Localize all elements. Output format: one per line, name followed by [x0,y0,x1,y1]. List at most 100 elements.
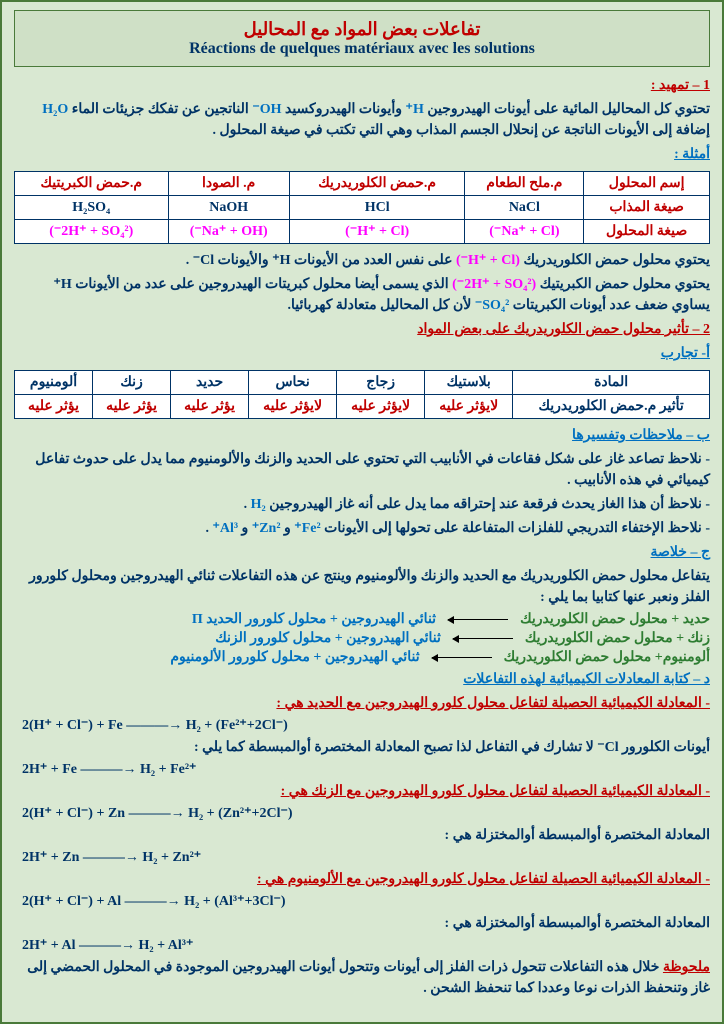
text: على نفس العدد من الأيونات [290,253,452,268]
cell: يؤثر عليه [93,395,171,419]
th-h2so4: م.حمض الكبريتيك [15,172,169,196]
th-iron: حديد [171,371,249,395]
text: لا تشارك في التفاعل لذا تصبح المعادلة ال… [194,740,594,755]
formula: (2H⁺ + SO₄²⁻) [452,277,536,292]
products: ثنائي الهيدروجين + محلول كلورور الحديد Π [192,611,436,628]
cell: H₂SO₄ [15,196,169,220]
arrow-icon [453,638,513,639]
formula: H⁺ [53,277,71,292]
text: . [186,253,190,268]
note-label: ملحوظة [663,960,710,975]
th-alu: ألومنيوم [15,371,93,395]
reactants: ألومنيوم+ محلول حمض الكلوريدريك [504,649,710,666]
para-hcl: يحتوي محلول حمض الكلوريدريك (H⁺ + Cl⁻) ع… [14,250,710,271]
th-hcl: م.حمض الكلوريدريك [289,172,465,196]
formula: Cl⁻ [193,253,214,268]
eq1-title: - المعادلة الكيميائية الحصيلة لتفاعل محل… [276,696,710,711]
th-naoh: م. الصودا [168,172,289,196]
table-row: صيغة المذاب NaCl HCl NaOH H₂SO₄ [15,196,710,220]
title-block: تفاعلات بعض المواد مع المحاليل Réactions… [14,10,710,67]
formula: (H⁺ + Cl⁻) [456,253,520,268]
formula-fe: Fe²⁺ [294,521,320,536]
formula-oh: OH⁻ [252,102,281,117]
formula: Cl⁻ [597,740,618,755]
text: يحتوي محلول حمض الكبريتيك [540,277,710,292]
formula: H⁺ [272,253,290,268]
formula-h: H⁺ [406,102,424,117]
cell: لايؤثر عليه [425,395,513,419]
text: و [284,521,291,536]
text: يساوي ضعف عدد أيونات الكبريتات [513,298,710,313]
table-row: إسم المحلول م.ملح الطعام م.حمض الكلوريدر… [15,172,710,196]
formula: SO₄²⁻ [475,298,509,313]
cell: يؤثر عليه [15,395,93,419]
products: ثنائي الهيدروجين + محلول كلورور الألومني… [170,649,419,666]
row-label: صيغة المحلول [584,220,710,244]
table-row: تأثير م.حمض الكلوريدريك لايؤثر عليه لايؤ… [15,395,710,419]
arrow-icon [448,619,508,620]
eq3-title: - المعادلة الكيميائية الحصيلة لتفاعل محل… [257,872,710,887]
text: . [205,521,209,536]
title-fr: Réactions de quelques matériaux avec les… [23,40,701,58]
obs-1: - نلاحظ تصاعد غاز على شكل فقاعات في الأن… [14,449,710,491]
section-1-heading: 1 – تمهيد : [14,75,710,96]
cell: (H⁺ + Cl⁻) [289,220,465,244]
examples-label: أمثلة : [674,147,710,162]
eq1: 2(H⁺ + Cl⁻) + Fe ———→ H₂ + (Fe²⁺+2Cl⁻) [22,717,710,734]
text: أيونات الكلورور [622,740,710,755]
eq1-short: 2H⁺ + Fe ———→ H₂ + Fe²⁺ [22,761,710,778]
formula-h2o: H₂O [42,102,68,117]
table-experiments: المادة بلاستيك زجاج نحاس حديد زنك ألومني… [14,370,710,419]
cell: لايؤثر عليه [249,395,337,419]
eq2-note: المعادلة المختصرة أوالمبسطة أوالمختزلة ه… [14,825,710,846]
section-2b: ب – ملاحظات وتفسيرها [572,428,710,443]
eq2: 2(H⁺ + Cl⁻) + Zn ———→ H₂ + (Zn²⁺+2Cl⁻) [22,805,710,822]
th-plastic: بلاستيك [425,371,513,395]
table-solutions: إسم المحلول م.ملح الطعام م.حمض الكلوريدر… [14,171,710,244]
eq1-note: أيونات الكلورور Cl⁻ لا تشارك في التفاعل … [14,737,710,758]
th-material: المادة [513,371,710,395]
cell: يؤثر عليه [171,395,249,419]
para-h2so4: يحتوي محلول حمض الكبريتيك (2H⁺ + SO₄²⁻) … [14,274,710,316]
arrow-icon [432,657,492,658]
th-glass: زجاج [337,371,425,395]
reactants: زنك + محلول حمض الكلوريدريك [525,630,710,647]
final-note: ملحوظة خلال هذه التفاعلات تتحول ذرات الف… [14,957,710,999]
section-2c: ج – خلاصة [651,545,710,560]
text: إضافة إلى الأيونات الناتجة عن إنحلال الج… [212,123,710,138]
formula-al: Al³⁺ [212,521,238,536]
cell: HCl [289,196,465,220]
text: يحتوي محلول حمض الكلوريدريك [523,253,710,268]
text: الذي يسمى أيضا محلول كبريتات الهيدروجين … [75,277,448,292]
cell: (2H⁺ + SO₄²⁻) [15,220,169,244]
th-copper: نحاس [249,371,337,395]
obs-3: - نلاحظ الإختفاء التدريجي للفلزات المتفا… [14,518,710,539]
cell: NaCl [465,196,584,220]
eq3: 2(H⁺ + Cl⁻) + Al ———→ H₂ + (Al³⁺+3Cl⁻) [22,893,710,910]
reactants: حديد + محلول حمض الكلوريدريك [520,611,710,628]
text: والأيونات [218,253,269,268]
section-2-heading: 2 – تأثير محلول حمض الكلوريدريك على بعض … [417,322,710,337]
row-label: تأثير م.حمض الكلوريدريك [513,395,710,419]
text: - نلاحظ أن هذا الغاز يحدث فرقعة عند إحتر… [269,497,710,512]
conclusion: يتفاعل محلول حمض الكلوريدريك مع الحديد و… [14,566,710,608]
cell: (Na⁺ + OH⁻) [168,220,289,244]
formula-zn: Zn²⁺ [252,521,281,536]
th-nacl: م.ملح الطعام [465,172,584,196]
text: - نلاحظ الإختفاء التدريجي للفلزات المتفا… [324,521,710,536]
text: وأيونات الهيدروكسيد [285,102,402,117]
formula-h2: H₂ [251,497,266,512]
intro-paragraph: تحتوي كل المحاليل المائية على أيونات اله… [14,99,710,141]
eq3-note: المعادلة المختصرة أوالمبسطة أوالمختزلة ه… [14,913,710,934]
text: تحتوي كل المحاليل المائية على أيونات اله… [427,102,710,117]
eq2-short: 2H⁺ + Zn ———→ H₂ + Zn²⁺ [22,849,710,866]
text: لأن كل المحاليل متعادلة كهربائيا. [288,298,472,313]
table-row: المادة بلاستيك زجاج نحاس حديد زنك ألومني… [15,371,710,395]
note-text: خلال هذه التفاعلات تتحول ذرات الفلز إلى … [27,960,710,996]
th-zinc: زنك [93,371,171,395]
section-num-1: 1 – تمهيد : [651,78,710,93]
cell: لايؤثر عليه [337,395,425,419]
text: الناتجين عن تفكك جزيئات الماء [72,102,249,117]
obs-2: - نلاحظ أن هذا الغاز يحدث فرقعة عند إحتر… [14,494,710,515]
page: تفاعلات بعض المواد مع المحاليل Réactions… [0,0,724,1024]
